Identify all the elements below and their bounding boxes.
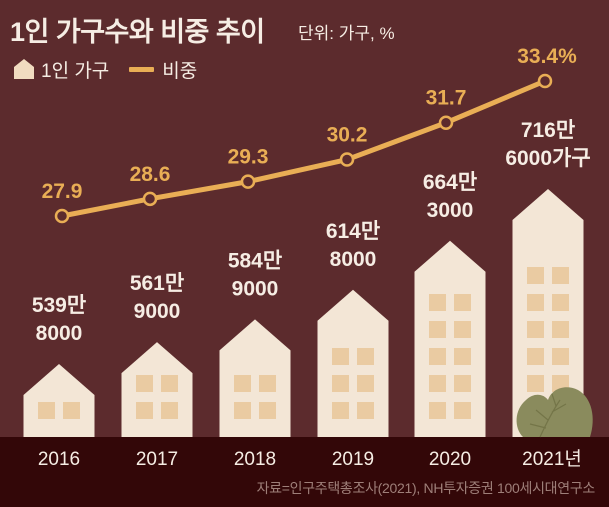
window — [38, 402, 55, 419]
window — [552, 321, 569, 338]
window — [259, 402, 276, 419]
window — [454, 348, 471, 365]
window — [552, 348, 569, 365]
household-value-label: 584만 — [228, 249, 282, 272]
window — [234, 402, 251, 419]
window — [332, 375, 349, 392]
share-point — [339, 152, 355, 167]
window — [357, 402, 374, 419]
footer-band — [0, 437, 609, 507]
window — [63, 402, 80, 419]
year-labels-layer: 2016 2017 2018 2019 2020 2021년 — [38, 448, 582, 470]
window — [527, 348, 544, 365]
house-icon — [14, 59, 34, 79]
line-legend-icon — [129, 66, 155, 72]
year-tick-label: 2016 — [38, 449, 80, 470]
window — [454, 402, 471, 419]
building-bar — [317, 289, 389, 437]
household-value-label: 664만 — [423, 171, 477, 194]
household-value-label: 614만 — [326, 220, 380, 243]
legend-share-label: 비중 — [162, 60, 198, 82]
share-value-label: 27.9 — [42, 180, 83, 203]
share-point — [54, 208, 70, 224]
building-body — [414, 240, 486, 437]
window — [161, 375, 178, 392]
chart-title: 1인 가구수와 비중 추이 — [10, 17, 265, 47]
household-value-label: 3000 — [427, 199, 474, 222]
household-value-label: 9000 — [232, 277, 279, 300]
window — [527, 267, 544, 284]
window — [259, 375, 276, 392]
window — [234, 375, 251, 392]
window — [429, 321, 446, 338]
window — [429, 375, 446, 392]
building-body — [219, 319, 291, 437]
building-bar — [121, 342, 193, 437]
share-value-label: 28.6 — [130, 163, 171, 186]
legend: 1인 가구 비중 — [13, 57, 198, 82]
window — [332, 348, 349, 365]
household-value-label: 8000 — [330, 248, 377, 271]
year-tick-label: 2020 — [429, 449, 471, 470]
year-tick-label: 2018 — [234, 449, 276, 470]
building-body — [121, 342, 193, 437]
building-bar — [414, 240, 486, 437]
share-point — [142, 191, 158, 207]
buildings-layer — [23, 189, 584, 437]
unit-label: 단위: 가구, % — [298, 24, 395, 43]
share-value-label: 30.2 — [327, 124, 368, 147]
window — [136, 402, 153, 419]
share-line — [59, 78, 548, 219]
window — [429, 294, 446, 311]
window — [332, 402, 349, 419]
household-labels-layer: 539만 8000 561만 9000 584만 9000 614만 8000 664만 3000… — [32, 119, 591, 345]
share-point — [240, 174, 256, 189]
share-point — [438, 115, 454, 130]
share-point — [537, 73, 553, 89]
window — [527, 294, 544, 311]
tree-icon — [516, 387, 593, 438]
building-body — [317, 289, 389, 437]
household-value-label: 9000 — [134, 300, 181, 323]
window — [357, 348, 374, 365]
share-value-label: 31.7 — [426, 87, 467, 110]
building-bar — [219, 319, 291, 437]
window — [454, 375, 471, 392]
building-bar — [23, 364, 95, 437]
building-body — [23, 364, 95, 437]
household-value-label: 716만 — [521, 119, 575, 142]
year-tick-label: 2021년 — [522, 448, 582, 470]
window — [429, 348, 446, 365]
window — [161, 402, 178, 419]
window — [552, 294, 569, 311]
share-value-label: 29.3 — [228, 146, 269, 169]
window — [454, 321, 471, 338]
window — [357, 375, 374, 392]
window — [454, 294, 471, 311]
window — [429, 402, 446, 419]
household-value-label: 561만 — [130, 272, 184, 295]
window — [527, 375, 544, 392]
window — [552, 267, 569, 284]
year-tick-label: 2019 — [332, 449, 374, 470]
household-value-label: 8000 — [36, 322, 83, 345]
window — [136, 375, 153, 392]
share-value-label: 33.4% — [517, 45, 577, 68]
household-value-label: 539만 — [32, 294, 86, 317]
source-note: 자료=인구주택총조사(2021), NH투자증권 100세시대연구소 — [256, 480, 596, 496]
window — [527, 321, 544, 338]
legend-households-label: 1인 가구 — [41, 60, 110, 82]
household-value-label: 6000가구 — [505, 147, 590, 170]
year-tick-label: 2017 — [136, 449, 178, 470]
share-line-layer: 27.9 28.6 29.3 30.2 31.7 33.4% — [42, 45, 577, 224]
